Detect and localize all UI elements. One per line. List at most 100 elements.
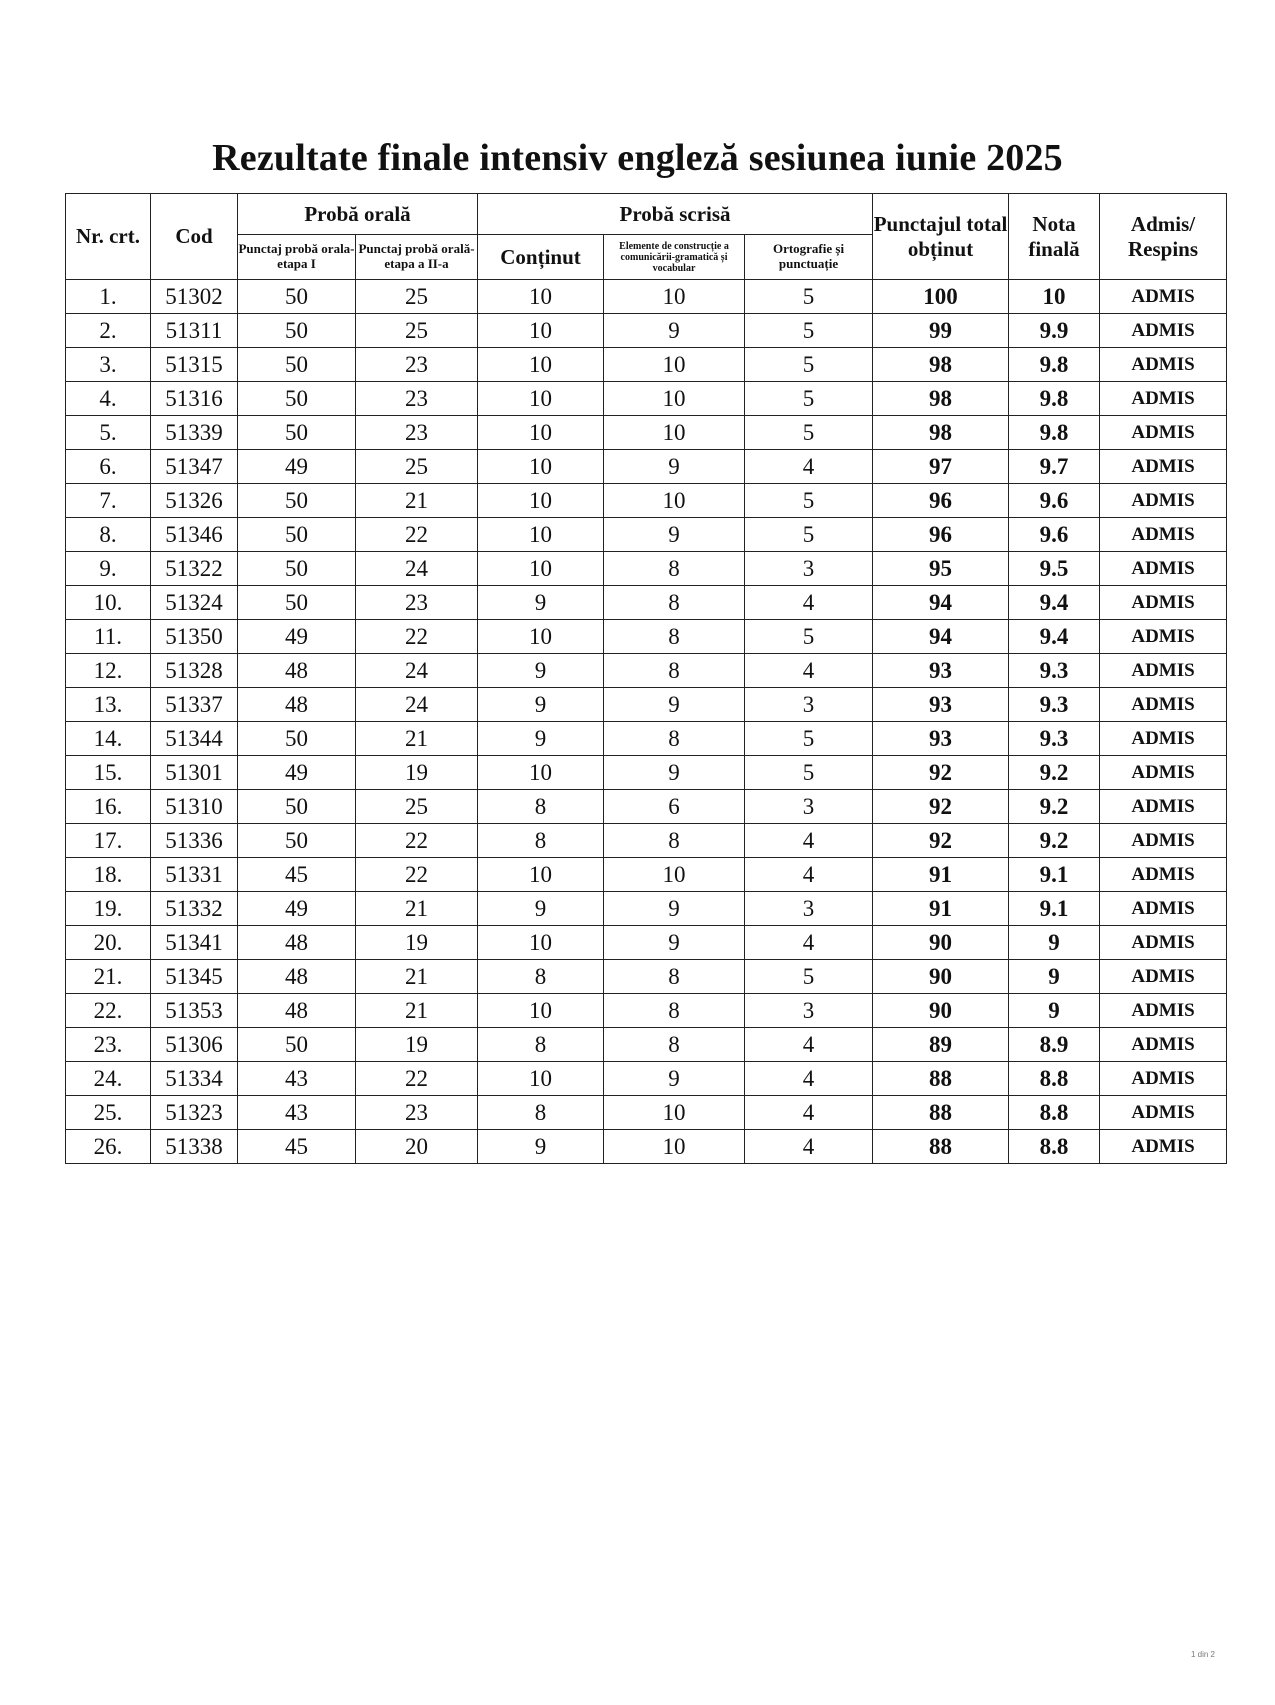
cell-status: ADMIS bbox=[1099, 823, 1228, 858]
cell-punctaj: 90 bbox=[872, 993, 1010, 1028]
cell-nr: 9. bbox=[65, 551, 151, 586]
cell-continut: 10 bbox=[477, 619, 605, 654]
cell-oral1: 50 bbox=[237, 347, 356, 382]
cell-elemente: 8 bbox=[603, 823, 746, 858]
table-row: 23. 51306 50 19 8 8 4 89 8.9 ADMIS bbox=[65, 1027, 1228, 1062]
table-row: 1. 51302 50 25 10 10 5 100 10 ADMIS bbox=[65, 279, 1228, 314]
cell-cod: 51311 bbox=[150, 313, 238, 348]
table-row: 7. 51326 50 21 10 10 5 96 9.6 ADMIS bbox=[65, 483, 1228, 518]
cell-nota: 9.8 bbox=[1008, 381, 1101, 416]
cell-nr: 17. bbox=[65, 823, 151, 858]
cell-elemente: 10 bbox=[603, 347, 746, 382]
cell-oral1: 50 bbox=[237, 381, 356, 416]
cell-oral1: 48 bbox=[237, 653, 356, 688]
table-row: 21. 51345 48 21 8 8 5 90 9 ADMIS bbox=[65, 959, 1228, 994]
cell-oral1: 43 bbox=[237, 1095, 356, 1130]
cell-cod: 51350 bbox=[150, 619, 238, 654]
cell-oral2: 21 bbox=[354, 993, 479, 1028]
cell-ortografie: 4 bbox=[744, 1061, 874, 1096]
cell-cod: 51315 bbox=[150, 347, 238, 382]
cell-nota: 9.8 bbox=[1008, 347, 1101, 382]
cell-elemente: 9 bbox=[603, 517, 746, 552]
cell-oral1: 50 bbox=[237, 721, 356, 756]
cell-punctaj: 88 bbox=[872, 1095, 1010, 1130]
cell-oral1: 50 bbox=[237, 279, 356, 314]
cell-ortografie: 5 bbox=[744, 381, 874, 416]
cell-status: ADMIS bbox=[1099, 959, 1228, 994]
header-nr: Nr. crt. bbox=[65, 193, 151, 280]
cell-oral2: 23 bbox=[354, 1095, 479, 1130]
cell-continut: 10 bbox=[477, 1061, 605, 1096]
cell-cod: 51332 bbox=[150, 891, 238, 926]
cell-punctaj: 98 bbox=[872, 415, 1010, 450]
cell-nota: 9.1 bbox=[1008, 857, 1101, 892]
cell-oral2: 22 bbox=[354, 823, 479, 858]
cell-continut: 9 bbox=[477, 687, 605, 722]
cell-elemente: 10 bbox=[603, 381, 746, 416]
cell-punctaj: 93 bbox=[872, 687, 1010, 722]
cell-continut: 10 bbox=[477, 313, 605, 348]
cell-continut: 10 bbox=[477, 483, 605, 518]
cell-cod: 51353 bbox=[150, 993, 238, 1028]
cell-oral1: 49 bbox=[237, 891, 356, 926]
page-number: 1 din 2 bbox=[1190, 1650, 1215, 1659]
cell-oral2: 25 bbox=[354, 789, 479, 824]
header-continut: Conținut bbox=[477, 234, 605, 280]
cell-cod: 51347 bbox=[150, 449, 238, 484]
table-row: 9. 51322 50 24 10 8 3 95 9.5 ADMIS bbox=[65, 551, 1228, 586]
table-row: 18. 51331 45 22 10 10 4 91 9.1 ADMIS bbox=[65, 857, 1228, 892]
cell-ortografie: 5 bbox=[744, 415, 874, 450]
cell-elemente: 6 bbox=[603, 789, 746, 824]
cell-ortografie: 4 bbox=[744, 1129, 874, 1164]
cell-ortografie: 5 bbox=[744, 347, 874, 382]
cell-nr: 1. bbox=[65, 279, 151, 314]
cell-cod: 51346 bbox=[150, 517, 238, 552]
cell-nota: 9.4 bbox=[1008, 619, 1101, 654]
cell-nota: 8.9 bbox=[1008, 1027, 1101, 1062]
cell-ortografie: 4 bbox=[744, 449, 874, 484]
table-row: 11. 51350 49 22 10 8 5 94 9.4 ADMIS bbox=[65, 619, 1228, 654]
cell-status: ADMIS bbox=[1099, 279, 1228, 314]
cell-oral1: 50 bbox=[237, 517, 356, 552]
cell-continut: 8 bbox=[477, 959, 605, 994]
cell-punctaj: 98 bbox=[872, 381, 1010, 416]
cell-cod: 51324 bbox=[150, 585, 238, 620]
cell-elemente: 8 bbox=[603, 993, 746, 1028]
cell-continut: 10 bbox=[477, 381, 605, 416]
cell-nr: 7. bbox=[65, 483, 151, 518]
cell-elemente: 8 bbox=[603, 1027, 746, 1062]
cell-cod: 51344 bbox=[150, 721, 238, 756]
cell-status: ADMIS bbox=[1099, 925, 1228, 960]
cell-punctaj: 96 bbox=[872, 517, 1010, 552]
cell-status: ADMIS bbox=[1099, 619, 1228, 654]
cell-continut: 8 bbox=[477, 1095, 605, 1130]
cell-nr: 26. bbox=[65, 1129, 151, 1164]
cell-ortografie: 4 bbox=[744, 1027, 874, 1062]
cell-oral1: 49 bbox=[237, 755, 356, 790]
cell-cod: 51331 bbox=[150, 857, 238, 892]
cell-status: ADMIS bbox=[1099, 1027, 1228, 1062]
header-admis: Admis/ Respins bbox=[1099, 193, 1228, 280]
cell-continut: 10 bbox=[477, 279, 605, 314]
cell-status: ADMIS bbox=[1099, 551, 1228, 586]
cell-oral1: 50 bbox=[237, 585, 356, 620]
cell-ortografie: 5 bbox=[744, 619, 874, 654]
table-row: 20. 51341 48 19 10 9 4 90 9 ADMIS bbox=[65, 925, 1228, 960]
cell-punctaj: 94 bbox=[872, 619, 1010, 654]
cell-ortografie: 3 bbox=[744, 993, 874, 1028]
table-row: 17. 51336 50 22 8 8 4 92 9.2 ADMIS bbox=[65, 823, 1228, 858]
table-row: 16. 51310 50 25 8 6 3 92 9.2 ADMIS bbox=[65, 789, 1228, 824]
cell-status: ADMIS bbox=[1099, 687, 1228, 722]
cell-nr: 8. bbox=[65, 517, 151, 552]
cell-status: ADMIS bbox=[1099, 993, 1228, 1028]
cell-continut: 9 bbox=[477, 891, 605, 926]
page-title: Rezultate finale intensiv engleză sesiun… bbox=[212, 137, 1063, 179]
cell-oral1: 48 bbox=[237, 687, 356, 722]
cell-oral2: 25 bbox=[354, 313, 479, 348]
cell-continut: 10 bbox=[477, 449, 605, 484]
cell-punctaj: 92 bbox=[872, 789, 1010, 824]
cell-status: ADMIS bbox=[1099, 347, 1228, 382]
cell-nota: 9.8 bbox=[1008, 415, 1101, 450]
table-body: 1. 51302 50 25 10 10 5 100 10 ADMIS 2. 51311 50 25 10 9… bbox=[65, 279, 1228, 1164]
table-row: 15. 51301 49 19 10 9 5 92 9.2 ADMIS bbox=[65, 755, 1228, 790]
